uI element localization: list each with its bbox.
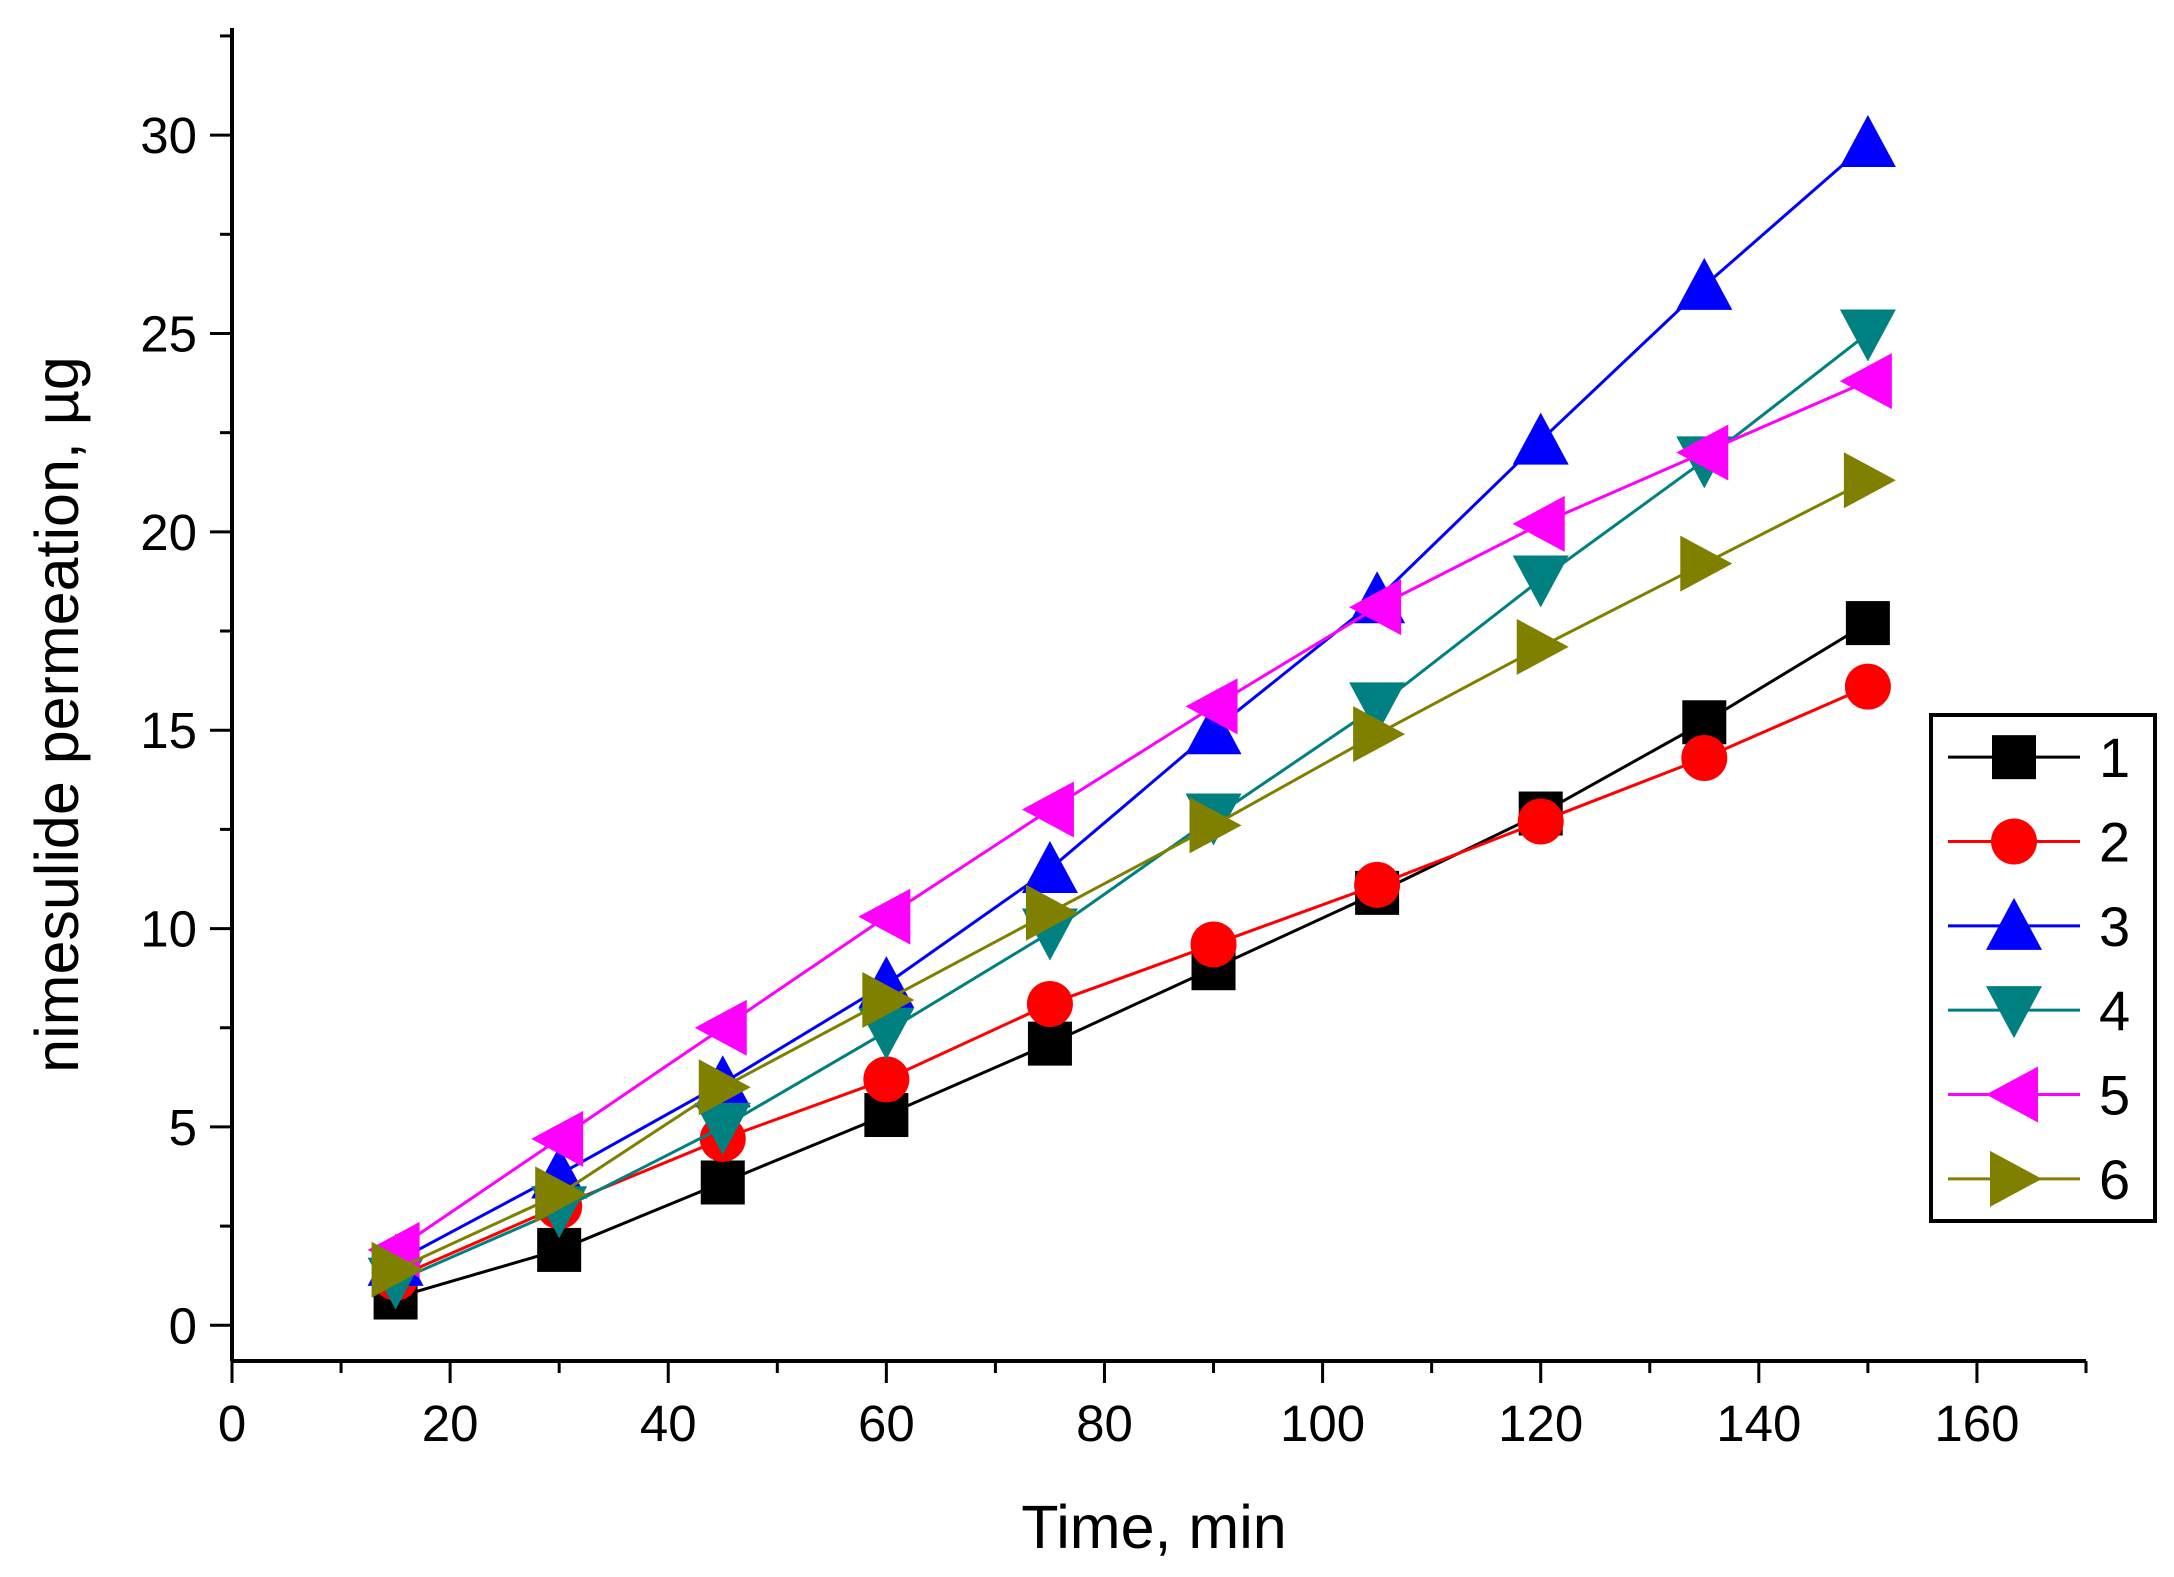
- series-6-point: [1843, 452, 1896, 509]
- series-2-line: [394, 685, 1869, 1280]
- legend-item-1: 1: [1948, 726, 2130, 789]
- series-1-point: [1845, 601, 1890, 646]
- series-5-point: [1676, 424, 1729, 481]
- legend-label: 2: [2099, 811, 2130, 874]
- series-3-point: [1676, 257, 1733, 310]
- series-1-point: [700, 1160, 745, 1205]
- series-2-point: [1681, 734, 1728, 781]
- series-6-point: [1353, 706, 1406, 763]
- x-axis-title: Time, min: [1021, 1493, 1286, 1561]
- x-tick-label: 160: [1934, 1395, 2019, 1452]
- legend-marker: [1986, 897, 2042, 950]
- y-tick-label: 10: [140, 901, 197, 958]
- series-6-line: [394, 478, 1869, 1272]
- series-5-point: [1349, 579, 1402, 636]
- series-3-point: [1839, 115, 1896, 168]
- legend-label: 5: [2099, 1064, 2130, 1127]
- series-1-line: [395, 621, 1869, 1299]
- series-3-point: [1512, 412, 1569, 465]
- series-6-point: [862, 971, 915, 1028]
- series-3-point: [1021, 841, 1078, 894]
- y-tick-label: 20: [140, 504, 197, 561]
- y-tick-label: 15: [140, 702, 197, 759]
- series-2-point: [1354, 861, 1401, 908]
- series-4-point: [1349, 682, 1406, 735]
- series-6-point: [371, 1241, 424, 1298]
- x-tick-label: 40: [640, 1395, 697, 1452]
- x-tick-label: 100: [1280, 1395, 1365, 1452]
- series-2-point: [1844, 663, 1891, 710]
- series-6-point: [1189, 797, 1242, 854]
- legend-item-5: 5: [1948, 1064, 2130, 1127]
- legend-box: [1929, 713, 2157, 1223]
- series-5-point: [858, 888, 911, 945]
- series-2-point: [1026, 980, 1073, 1027]
- x-tick-label: 60: [858, 1395, 915, 1452]
- x-tick-label: 80: [1076, 1395, 1133, 1452]
- axes: 0 20 40 60 80 100 120 140 160 0 5 10 15 20 25 30: [140, 28, 2088, 1452]
- series-5-point: [1185, 678, 1238, 735]
- series-5-point: [1512, 495, 1565, 552]
- series-5-line: [394, 379, 1869, 1252]
- series-4-point: [694, 1102, 751, 1155]
- legend-item-2: 2: [1948, 811, 2130, 874]
- y-tick-label: 0: [169, 1297, 197, 1354]
- series-5: [367, 353, 1892, 1278]
- y-tick-label: 5: [169, 1099, 197, 1156]
- series-6-point: [1680, 535, 1733, 592]
- series-3-line: [394, 141, 1869, 1264]
- series-5-point: [1839, 353, 1892, 410]
- x-tick-label: 0: [218, 1395, 246, 1452]
- y-axis-title: nimesulide permeation, µg: [23, 356, 91, 1073]
- legend-marker: [1986, 986, 2042, 1039]
- legend-marker: [1992, 735, 2036, 780]
- legend-label: 4: [2099, 979, 2130, 1042]
- series-2-point: [1517, 798, 1564, 845]
- series-5-point: [694, 999, 747, 1056]
- series-6-point: [1516, 618, 1569, 675]
- x-tick-label: 120: [1498, 1395, 1583, 1452]
- legend-marker: [1986, 1066, 2038, 1123]
- series-2-point: [863, 1056, 910, 1103]
- y-tick-label: 30: [140, 107, 197, 164]
- legend-marker: [1990, 1150, 2042, 1207]
- series-6: [371, 452, 1896, 1298]
- data-series: [367, 115, 1896, 1320]
- series-1: [373, 601, 1890, 1320]
- x-tick-label: 140: [1716, 1395, 1801, 1452]
- series-4-line: [394, 332, 1869, 1284]
- series-6-point: [698, 1059, 751, 1116]
- series-3-point: [1185, 702, 1242, 755]
- legend: 1 2 3 4 5 6: [1929, 713, 2157, 1223]
- series-5-point: [1021, 781, 1074, 838]
- series-5-point: [531, 1110, 584, 1167]
- x-tick-label: 20: [422, 1395, 479, 1452]
- legend-label: 6: [2099, 1148, 2130, 1211]
- legend-item-3: 3: [1948, 895, 2130, 958]
- series-1-point: [1027, 1021, 1072, 1066]
- series-4-point: [1839, 309, 1896, 362]
- legend-label: 1: [2099, 726, 2130, 789]
- legend-marker: [1991, 818, 2037, 865]
- legend-item-6: 6: [1948, 1148, 2130, 1211]
- legend-label: 3: [2099, 895, 2130, 958]
- series-2-point: [1190, 921, 1237, 968]
- legend-item-4: 4: [1948, 979, 2130, 1042]
- series-4: [367, 309, 1896, 1310]
- series-6-point: [1025, 884, 1078, 941]
- y-tick-label: 25: [140, 305, 197, 362]
- series-4-point: [1512, 555, 1569, 608]
- series-3: [367, 115, 1896, 1286]
- series-6-point: [535, 1166, 588, 1223]
